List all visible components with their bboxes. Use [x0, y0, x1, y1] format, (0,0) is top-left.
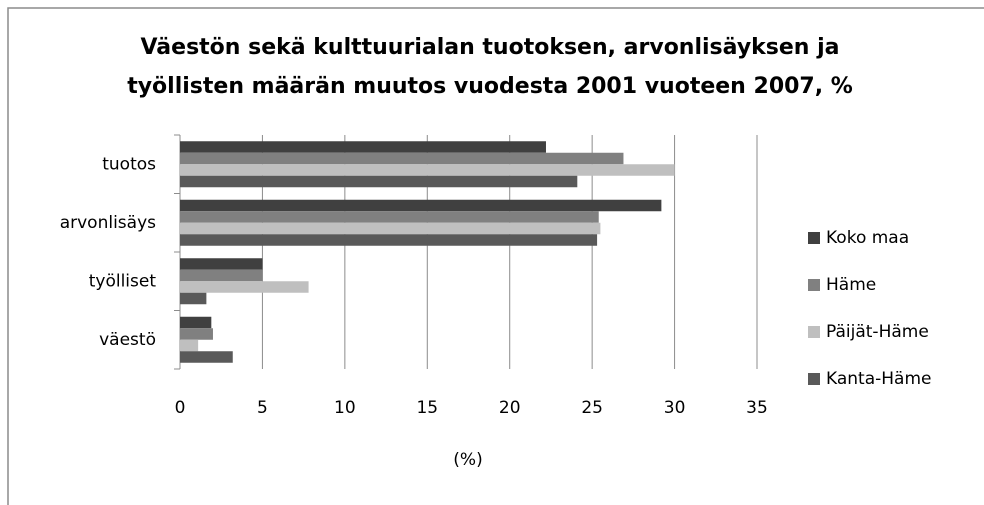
- bar: [180, 211, 599, 223]
- bar: [180, 328, 213, 340]
- y-tick-label: työlliset: [89, 271, 157, 291]
- x-tick-label: 15: [416, 398, 438, 418]
- legend-label: Koko maa: [826, 228, 909, 248]
- bar: [180, 339, 199, 352]
- bar: [180, 141, 546, 153]
- x-tick-label: 10: [334, 398, 356, 418]
- legend-swatch: [808, 373, 820, 385]
- x-axis-label: (%): [453, 450, 482, 470]
- x-tick-label: 35: [746, 398, 768, 418]
- bar: [180, 351, 233, 363]
- bar: [180, 234, 598, 246]
- bar: [180, 222, 601, 235]
- x-tick-label: 30: [664, 398, 686, 418]
- bar: [180, 164, 675, 176]
- legend-label: Häme: [826, 275, 876, 295]
- x-tick-label: 25: [581, 398, 603, 418]
- bar: [180, 281, 309, 293]
- bar: [180, 269, 263, 282]
- x-tick-label: 20: [499, 398, 521, 418]
- bar: [180, 292, 207, 305]
- chart-title: työllisten määrän muutos vuodesta 2001 v…: [127, 74, 853, 99]
- legend-label: Päijät-Häme: [826, 322, 929, 342]
- bar: [180, 258, 263, 270]
- chart-frame: [7, 7, 984, 505]
- bar: [180, 152, 624, 165]
- y-tick-label: arvonlisäys: [60, 213, 156, 233]
- legend-swatch: [808, 279, 820, 291]
- x-tick-label: 0: [175, 398, 186, 418]
- y-tick-label: tuotos: [102, 154, 156, 174]
- bar: [180, 316, 212, 329]
- chart-title: Väestön sekä kulttuurialan tuotoksen, ar…: [140, 35, 839, 60]
- bar: [180, 175, 578, 188]
- legend-label: Kanta-Häme: [826, 369, 931, 389]
- x-tick-label: 5: [257, 398, 268, 418]
- legend-swatch: [808, 326, 820, 338]
- y-tick-label: väestö: [99, 330, 156, 350]
- bar: [180, 199, 662, 212]
- legend-swatch: [808, 232, 820, 244]
